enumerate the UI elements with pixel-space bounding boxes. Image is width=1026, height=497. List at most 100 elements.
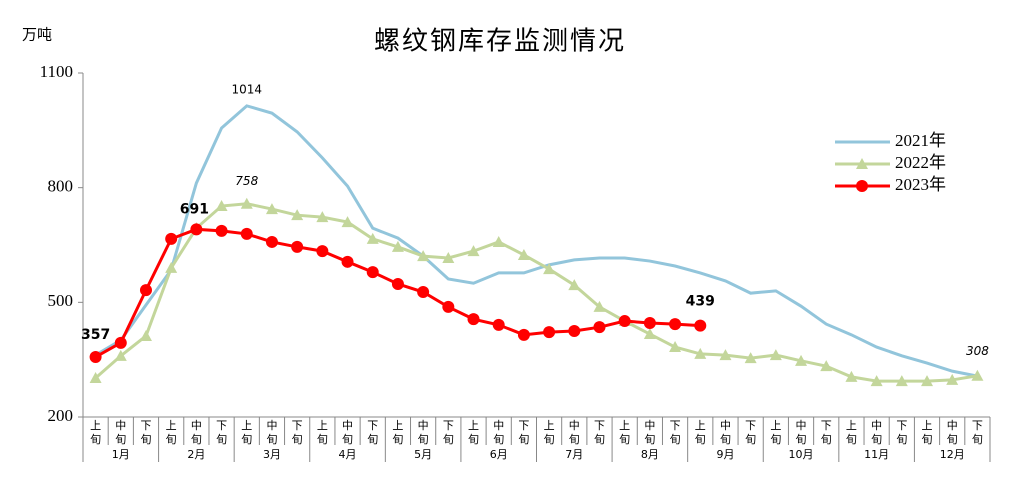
point (694, 347, 707, 359)
point (417, 286, 430, 299)
point (291, 209, 304, 221)
x-tick-label: 上旬 (166, 419, 177, 446)
point (895, 375, 908, 387)
data-label: 308 (966, 344, 989, 358)
point (114, 349, 127, 361)
point (467, 313, 480, 326)
point (769, 349, 782, 361)
month-label: 10月 (789, 448, 814, 461)
point (467, 245, 480, 257)
series-line (94, 104, 978, 378)
point (316, 211, 329, 223)
x-tick-label: 下旬 (972, 419, 983, 446)
x-tick-label: 中旬 (493, 419, 504, 446)
x-tick-label: 上旬 (770, 419, 781, 446)
x-tick-label: 下旬 (594, 419, 605, 446)
x-tick-label: 下旬 (367, 419, 378, 446)
x-tick-label: 下旬 (140, 419, 151, 446)
point (114, 336, 127, 349)
point (366, 266, 379, 279)
point (719, 349, 732, 361)
data-label: 758 (235, 174, 258, 188)
point (341, 255, 354, 268)
month-label: 7月 (565, 448, 583, 461)
month-label: 6月 (490, 448, 508, 461)
legend-label: 2021年 (895, 131, 946, 150)
month-label: 4月 (339, 448, 357, 461)
point (568, 325, 581, 337)
chart-title: 螺纹钢库存监测情况 (374, 27, 626, 57)
point (417, 250, 430, 262)
point (492, 318, 505, 331)
x-tick-label: 下旬 (745, 419, 756, 446)
point (845, 370, 858, 382)
point (946, 373, 959, 385)
month-label: 5月 (414, 448, 432, 461)
x-tick-label: 下旬 (821, 419, 832, 446)
x-tick-label: 中旬 (191, 419, 202, 446)
x-tick-label: 上旬 (241, 419, 252, 446)
point (139, 329, 152, 341)
point (139, 284, 152, 297)
point (366, 232, 379, 244)
x-tick-label: 上旬 (922, 419, 933, 446)
x-tick-label: 中旬 (342, 419, 353, 446)
data-label: 1014 (231, 82, 262, 96)
x-tick-label: 中旬 (569, 419, 580, 446)
point (240, 227, 253, 240)
point (820, 360, 833, 372)
point (215, 200, 228, 212)
x-tick-label: 中旬 (266, 419, 277, 446)
month-label: 11月 (864, 448, 889, 461)
point (517, 328, 530, 341)
point (593, 321, 606, 334)
legend-label: 2023年 (895, 175, 946, 194)
x-tick-label: 上旬 (846, 419, 857, 446)
y-tick-label: 200 (48, 406, 74, 425)
data-label: 439 (686, 294, 715, 310)
x-tick-label: 中旬 (115, 419, 126, 446)
point (190, 223, 203, 236)
point (316, 245, 329, 258)
x-tick-label: 中旬 (418, 419, 429, 446)
month-label: 9月 (716, 448, 734, 461)
point (89, 350, 102, 363)
point (856, 158, 868, 169)
data-label: 357 (81, 327, 110, 343)
point (89, 372, 102, 384)
point (265, 235, 278, 248)
point (643, 316, 656, 329)
data-label: 691 (180, 201, 209, 217)
y-unit: 万吨 (22, 26, 52, 44)
x-tick-label: 上旬 (317, 419, 328, 446)
x-tick-label: 中旬 (796, 419, 807, 446)
point (568, 279, 581, 291)
y-tick-label: 500 (48, 291, 74, 310)
y-tick-label: 1100 (40, 62, 73, 81)
point (618, 315, 631, 328)
point (291, 240, 304, 253)
month-label: 8月 (641, 448, 659, 461)
y-tick-label: 800 (48, 177, 74, 196)
x-tick-label: 上旬 (695, 419, 706, 446)
x-tick-label: 下旬 (443, 419, 454, 446)
x-tick-label: 上旬 (468, 419, 479, 446)
point (669, 318, 682, 331)
point (492, 235, 505, 247)
x-tick-label: 上旬 (90, 419, 101, 446)
point (971, 369, 984, 381)
x-tick-label: 中旬 (720, 419, 731, 446)
month-label: 2月 (187, 448, 205, 461)
x-tick-label: 下旬 (292, 419, 303, 446)
x-tick-label: 中旬 (644, 419, 655, 446)
x-tick-label: 上旬 (619, 419, 630, 446)
point (165, 232, 178, 245)
point (517, 248, 530, 260)
point (643, 328, 656, 340)
point (215, 224, 228, 237)
point (593, 300, 606, 312)
point (391, 277, 404, 290)
month-label: 3月 (263, 448, 281, 461)
x-tick-label: 中旬 (947, 419, 958, 446)
